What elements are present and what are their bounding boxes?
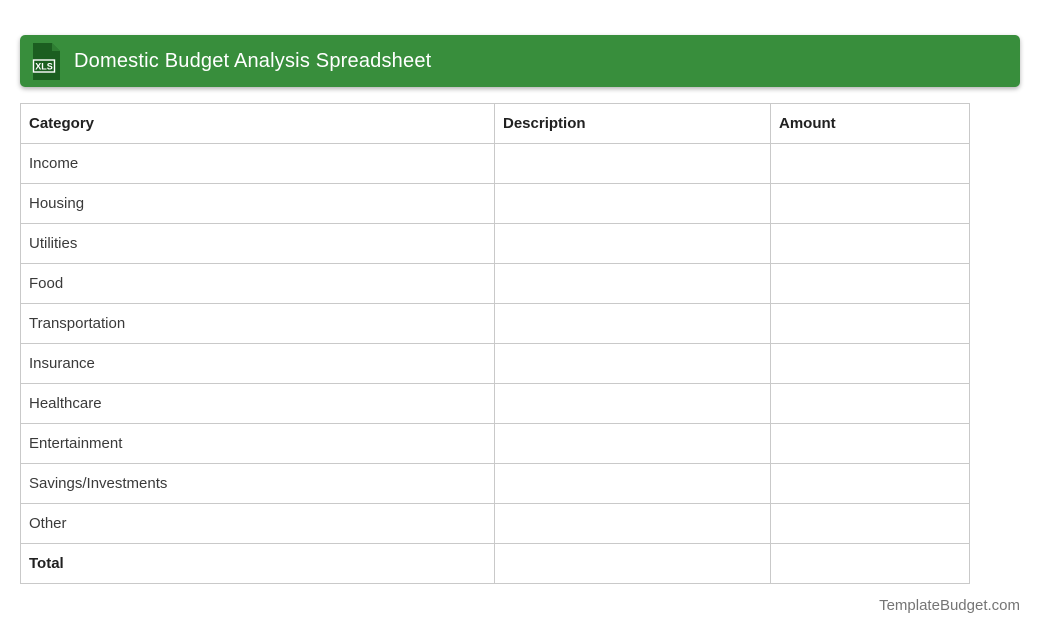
amount-cell xyxy=(770,543,970,584)
table-row: Entertainment xyxy=(20,423,970,464)
page-title: Domestic Budget Analysis Spreadsheet xyxy=(74,49,432,72)
category-cell: Savings/Investments xyxy=(20,463,495,504)
xls-icon-badge xyxy=(32,58,56,73)
amount-cell xyxy=(770,223,970,264)
amount-cell xyxy=(770,303,970,344)
table-body: Income Housing Utilities Food Transportation… xyxy=(20,143,970,584)
category-cell: Housing xyxy=(20,183,495,224)
amount-cell xyxy=(770,263,970,304)
category-cell: Utilities xyxy=(20,223,495,264)
xls-icon-fold xyxy=(52,42,60,51)
footer: TemplateBudget.com xyxy=(20,597,1020,615)
description-cell xyxy=(494,183,771,224)
table-row: Utilities xyxy=(20,223,970,264)
category-cell: Transportation xyxy=(20,303,495,344)
amount-cell xyxy=(770,503,970,544)
column-header-category: Category xyxy=(20,103,495,144)
description-cell xyxy=(494,543,771,584)
category-cell: Entertainment xyxy=(20,423,495,464)
category-cell: Income xyxy=(20,143,495,184)
column-header-description: Description xyxy=(494,103,771,144)
category-cell: Other xyxy=(20,503,495,544)
content: XLS Domestic Budget Analysis Spreadsheet… xyxy=(20,35,1020,615)
table-row: Insurance xyxy=(20,343,970,384)
description-cell xyxy=(494,503,771,544)
description-cell xyxy=(494,423,771,464)
amount-cell xyxy=(770,343,970,384)
category-cell: Food xyxy=(20,263,495,304)
xls-badge-label: XLS xyxy=(35,61,53,71)
amount-cell xyxy=(770,423,970,464)
description-cell xyxy=(494,343,771,384)
budget-table: Category Description Amount Income Housin… xyxy=(20,103,970,584)
table-header-row: Category Description Amount xyxy=(20,103,970,144)
category-cell: Total xyxy=(20,543,495,584)
description-cell xyxy=(494,463,771,504)
table-row: Healthcare xyxy=(20,383,970,424)
table-row: Other xyxy=(20,503,970,544)
category-cell: Insurance xyxy=(20,343,495,384)
description-cell xyxy=(494,223,771,264)
site-credit-link[interactable]: TemplateBudget.com xyxy=(879,597,1020,614)
xls-file-icon: XLS xyxy=(32,42,61,80)
table-row: Income xyxy=(20,143,970,184)
title-bar: XLS Domestic Budget Analysis Spreadsheet xyxy=(20,35,1020,87)
amount-cell xyxy=(770,183,970,224)
description-cell xyxy=(494,303,771,344)
amount-cell xyxy=(770,463,970,504)
description-cell xyxy=(494,143,771,184)
description-cell xyxy=(494,263,771,304)
amount-cell xyxy=(770,383,970,424)
description-cell xyxy=(494,383,771,424)
column-header-amount: Amount xyxy=(770,103,970,144)
table-row: Savings/Investments xyxy=(20,463,970,504)
category-cell: Healthcare xyxy=(20,383,495,424)
table-row: Food xyxy=(20,263,970,304)
table-row: Transportation xyxy=(20,303,970,344)
table-row: Housing xyxy=(20,183,970,224)
amount-cell xyxy=(770,143,970,184)
table-row: Total xyxy=(20,543,970,584)
